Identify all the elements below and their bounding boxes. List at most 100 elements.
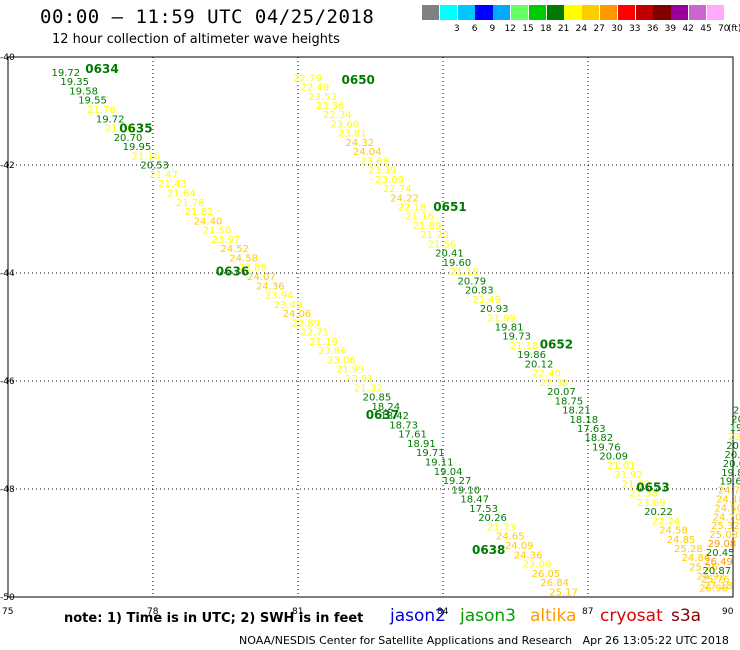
wave-height-value: 21.78 xyxy=(176,198,205,209)
pass-time-label: 0653 xyxy=(636,481,669,495)
wave-height-value: 23.94 xyxy=(265,291,294,302)
wave-height-value: 21.18 xyxy=(510,341,539,352)
wave-height-value: 26.05 xyxy=(532,569,561,580)
wave-height-value: 24.85 xyxy=(667,535,696,546)
wave-height-value: 20.09 xyxy=(599,452,628,463)
color-swatch xyxy=(564,5,582,20)
wave-height-value: 22.79 xyxy=(293,73,322,84)
longitude-tick-label: 78 xyxy=(147,607,159,617)
wave-height-value: 18.47 xyxy=(460,495,489,506)
note-text: note: 1) Time is in UTC; 2) SWH is in fe… xyxy=(64,611,364,626)
satellite-cryosat: cryosat xyxy=(600,606,663,626)
wave-height-value: 19.72 xyxy=(52,68,81,79)
wave-height-value: 21.01 xyxy=(607,461,636,472)
wave-height-value: 21.28 xyxy=(622,479,651,490)
color-scale-label: 42 xyxy=(682,24,694,34)
wave-height-value: 18.82 xyxy=(585,433,614,444)
wave-height-value: 20.79 xyxy=(458,276,487,287)
wave-height-value: 23.06 xyxy=(327,356,356,367)
longitude-tick-label: 81 xyxy=(292,607,303,617)
color-swatch xyxy=(475,5,493,20)
wave-height-value: 20. xyxy=(731,414,740,425)
color-swatch xyxy=(600,5,618,20)
wave-height-value: 20.93 xyxy=(480,304,509,315)
latitude-tick-label: -46 xyxy=(0,377,15,387)
satellite-jason3: jason3 xyxy=(460,606,516,626)
color-scale-label: 12 xyxy=(504,24,516,34)
page-title: 00:00 – 11:59 UTC 04/25/2018 xyxy=(40,6,375,28)
color-swatch xyxy=(528,5,547,20)
wave-height-value: 23.69 xyxy=(637,498,666,509)
wave-height-value: 21.76 xyxy=(87,105,116,116)
color-swatch xyxy=(689,5,707,20)
wave-height-value: 19.60 xyxy=(443,258,472,269)
color-scale-label: 27 xyxy=(593,24,605,34)
wave-height-value: 24.65 xyxy=(496,532,525,543)
wave-height-value: 24.92 xyxy=(697,572,726,583)
wave-height-value: 21.20 xyxy=(420,230,449,241)
latitude-tick-label: -40 xyxy=(0,53,15,63)
wave-height-value: 19.76 xyxy=(592,443,621,454)
color-scale-label: 21 xyxy=(557,24,570,34)
wave-height-value: 19 xyxy=(730,423,740,434)
pass-time-label: 0635 xyxy=(119,122,152,136)
wave-height-value: 24.52 xyxy=(220,244,249,255)
color-scale-label: 45 xyxy=(700,24,712,34)
wave-height-value: 19.35 xyxy=(60,77,89,88)
wave-height-value: 23.09 xyxy=(523,560,552,571)
wave-height-value: 20.83 xyxy=(465,286,494,297)
wave-height-value: 26.49 xyxy=(704,557,733,568)
wave-height-value: 22.34 xyxy=(323,110,352,121)
wave-height-value: 20 xyxy=(733,405,740,416)
wave-height-value: 18.73 xyxy=(389,420,418,431)
wave-height-value: 20.87 xyxy=(703,566,732,577)
wave-height-value: 19.11 xyxy=(425,458,454,469)
wave-height-value: 18.21 xyxy=(562,406,591,417)
wave-height-value: 25.76 xyxy=(701,575,730,586)
pass-time-label: 0634 xyxy=(85,62,118,76)
wave-height-value: 23.53 xyxy=(308,92,337,103)
wave-height-value: 21.99 xyxy=(336,365,365,376)
wave-height-value: 18.91 xyxy=(407,439,436,450)
wave-height-value: 24.58 xyxy=(229,253,258,264)
wave-height-value: 23.36 xyxy=(316,101,345,112)
pass-time-label: 0638 xyxy=(472,543,505,557)
wave-height-value: 21.56 xyxy=(203,226,232,237)
wave-height-value: 20.26 xyxy=(478,513,507,524)
color-scale-label: 18 xyxy=(540,24,552,34)
latitude-tick-label: -44 xyxy=(0,269,15,279)
latitude-tick-label: -48 xyxy=(0,485,15,495)
satellite-jason2: jason2 xyxy=(390,606,446,626)
wave-height-value: 23.60 xyxy=(331,119,360,130)
wave-height-value: 24.70 xyxy=(713,512,740,523)
wave-height-value: 20. xyxy=(726,441,740,452)
wave-height-value: 19.58 xyxy=(69,87,98,98)
wave-height-value: 22.74 xyxy=(383,184,412,195)
pass-time-label: 0637 xyxy=(366,408,399,422)
wave-height-value: 27.18 xyxy=(704,581,733,592)
wave-height-value: 29.08 xyxy=(708,539,737,550)
wave-height-value: 19.86 xyxy=(517,350,546,361)
color-swatch xyxy=(582,5,600,20)
wave-height-value: 21.30 xyxy=(105,124,134,135)
wave-height-value: 21.19 xyxy=(309,337,338,348)
color-swatch xyxy=(511,5,529,20)
wave-height-value: 25.08 xyxy=(709,530,738,541)
wave-height-value: 24.07 xyxy=(247,272,276,283)
wave-height-value: 20.12 xyxy=(525,359,554,370)
wave-height-value: 23.86 xyxy=(238,263,267,274)
wave-height-value: 17.53 xyxy=(469,504,498,515)
wave-height-value: 24.86 xyxy=(682,553,711,564)
wave-height-value: 18.24 xyxy=(372,402,401,413)
color-swatch xyxy=(457,5,475,20)
color-swatch xyxy=(671,5,689,20)
color-swatch xyxy=(635,5,653,20)
wave-height-value: 21.16 xyxy=(405,212,434,223)
wave-height-value: 21.47 xyxy=(149,170,178,181)
latitude-tick-label: -50 xyxy=(0,593,15,603)
wave-height-value: 19.81 xyxy=(495,323,524,334)
wave-height-value: 24.22 xyxy=(390,193,419,204)
wave-height-value: 20.22 xyxy=(644,507,673,518)
wave-height-value: 21.73 xyxy=(487,522,516,533)
